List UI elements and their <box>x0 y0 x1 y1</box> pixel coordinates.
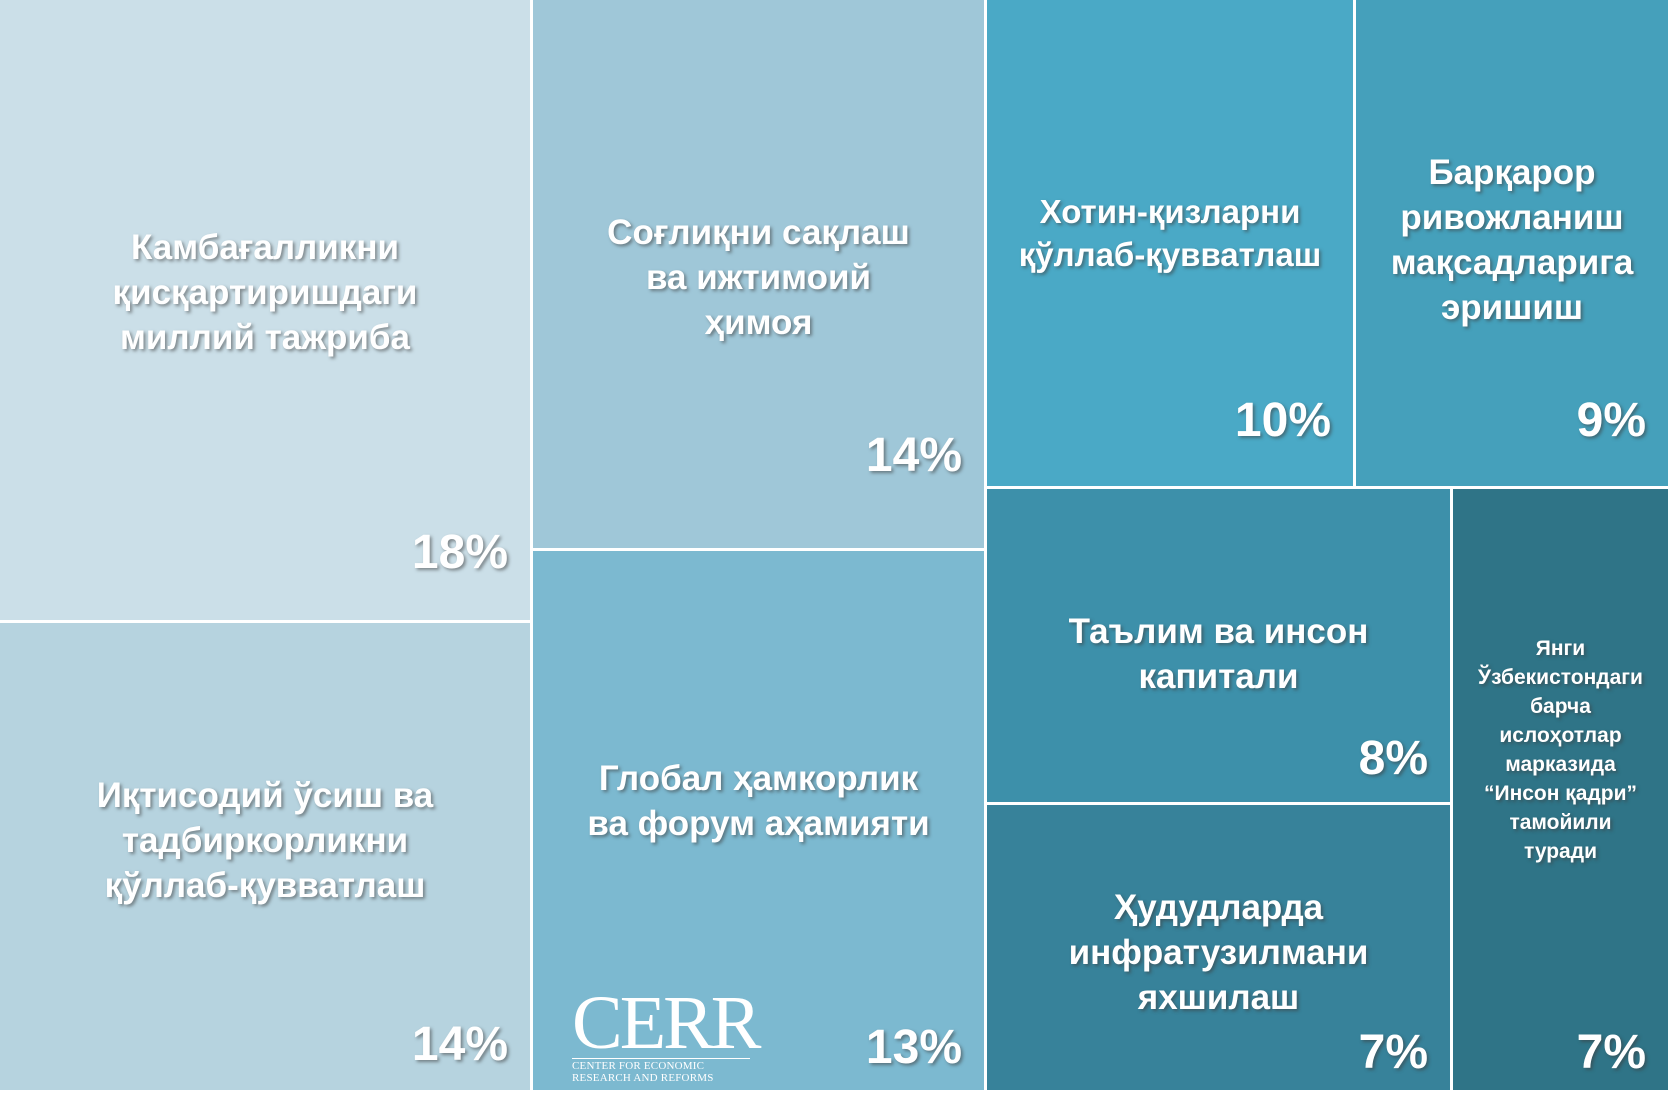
tile-value-label: 8% <box>1358 732 1428 785</box>
tile-label: Барқарор ривожланиш мақсадларига эришиш <box>1390 153 1634 327</box>
tile-value-label: 7% <box>1358 1026 1428 1079</box>
treemap-tile: Иқтисодий ўсиш ва тадбиркорликни қўллаб-… <box>0 623 533 1093</box>
logo-line-2: RESEARCH AND REFORMS <box>572 1072 714 1084</box>
tile-value-label: 9% <box>1576 394 1646 447</box>
cerr-logo: CERR CENTER FOR ECONOMIC RESEARCH AND RE… <box>572 981 761 1084</box>
tile-label: Камбағалликни қисқартиришдаги миллий таж… <box>112 228 418 357</box>
tile-label: Таълим ва инсон капитали <box>1068 612 1369 696</box>
logo-line-1: CENTER FOR ECONOMIC <box>572 1060 705 1072</box>
tile-label: Иқтисодий ўсиш ва тадбиркорликни қўллаб-… <box>96 776 434 905</box>
tile-label: Ҳудудларда инфратузилмани яхшилаш <box>1068 888 1369 1017</box>
treemap-tile: Глобал ҳамкорлик ва форум аҳамияти 13% <box>533 551 987 1093</box>
treemap-tile: Янги Ўзбекистондаги барча ислоҳотлар мар… <box>1453 489 1671 1093</box>
logo-word: CERR <box>572 981 761 1065</box>
tile-label: Хотин-қизларни қўллаб-қувватлаш <box>1018 193 1322 273</box>
tile-value-label: 14% <box>865 429 962 482</box>
tile-label: Янги Ўзбекистондаги барча ислоҳотлар мар… <box>1478 637 1643 863</box>
tile-label: Глобал ҳамкорлик ва форум аҳамияти <box>587 759 930 843</box>
treemap-tile: Камбағалликни қисқартиришдаги миллий таж… <box>0 0 533 623</box>
treemap-tile: Соғлиқни сақлаш ва ижтимоий ҳимоя 14% <box>533 0 987 551</box>
logo-subtitle: CENTER FOR ECONOMIC RESEARCH AND REFORMS <box>572 1058 750 1084</box>
treemap-tile: Барқарор ривожланиш мақсадларига эришиш 9… <box>1356 0 1671 489</box>
tile-value-label: 10% <box>1234 394 1331 447</box>
tile-value-label: 14% <box>411 1018 508 1071</box>
treemap-tile: Хотин-қизларни қўллаб-қувватлаш 10% <box>987 0 1356 489</box>
tile-value-label: 7% <box>1576 1026 1646 1079</box>
tile-label: Соғлиқни сақлаш ва ижтимоий ҳимоя <box>607 213 910 342</box>
treemap-tile: Таълим ва инсон капитали 8% <box>987 489 1453 805</box>
treemap-tile: Ҳудудларда инфратузилмани яхшилаш 7% <box>987 805 1453 1093</box>
tile-value-label: 13% <box>865 1021 962 1074</box>
tile-value-label: 18% <box>411 526 508 579</box>
